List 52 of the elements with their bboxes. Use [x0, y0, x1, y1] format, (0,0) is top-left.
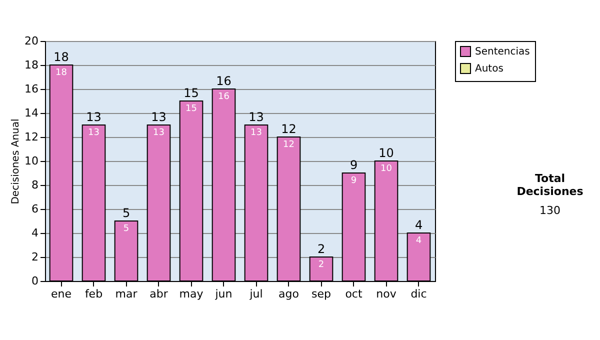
x-tick-label: mar [115, 288, 138, 300]
data-label: 10 [380, 164, 392, 174]
y-tick-label: 18 [24, 58, 38, 72]
legend-label: Autos [475, 64, 504, 74]
total-label: 2 [317, 242, 326, 256]
x-tick-label: jun [214, 288, 232, 300]
y-tick-label: 8 [32, 178, 38, 192]
legend-label: Sentencias [475, 46, 530, 58]
data-label: 16 [218, 92, 230, 102]
x-tick-label: nov [376, 288, 397, 300]
total-label: 5 [122, 206, 130, 220]
data-label: 15 [186, 104, 197, 114]
text: Total Decisiones [516, 172, 584, 198]
y-tick-label: 4 [32, 226, 38, 240]
y-tick-label: 16 [24, 82, 38, 96]
y-tick-label: 14 [24, 106, 38, 120]
total-label: 13 [248, 110, 264, 124]
text: 130 [538, 204, 562, 217]
data-label: 13 [153, 128, 164, 138]
data-label: 13 [250, 128, 262, 138]
data-label: 12 [283, 140, 294, 150]
x-tick-label: feb [84, 288, 103, 300]
x-tick-label: may [179, 288, 204, 300]
x-tick-label: ene [50, 288, 72, 300]
data-label: 13 [88, 128, 100, 138]
total-label: 13 [86, 110, 102, 124]
y-tick-label: 20 [24, 34, 38, 48]
data-label: 18 [56, 68, 68, 78]
total-label: 10 [378, 146, 394, 160]
y-tick-label: 6 [32, 202, 38, 216]
x-tick-label: ago [278, 288, 300, 300]
data-label: 4 [416, 236, 422, 246]
y-tick-label: 0 [32, 274, 38, 288]
data-label: 5 [123, 224, 130, 234]
total-label: 13 [151, 110, 166, 124]
y-tick-label: 2 [32, 250, 38, 264]
data-label: 2 [318, 260, 324, 270]
total-label: 15 [184, 86, 199, 100]
total-label: 18 [54, 50, 69, 64]
x-tick-label: jul [248, 288, 263, 300]
total-label: 12 [281, 122, 296, 136]
total-label: 16 [216, 74, 232, 88]
x-tick-label: dic [410, 288, 427, 300]
x-tick-label: oct [345, 288, 363, 300]
x-tick-label: sep [312, 288, 332, 300]
total-label: 4 [414, 218, 423, 232]
y-axis-title: Decisiones Anual [10, 118, 22, 204]
y-tick-label: 10 [24, 154, 38, 168]
total-label: 9 [350, 158, 358, 172]
x-tick-label: abr [150, 288, 168, 300]
data-label: 9 [350, 176, 357, 186]
y-tick-label: 12 [24, 130, 38, 144]
